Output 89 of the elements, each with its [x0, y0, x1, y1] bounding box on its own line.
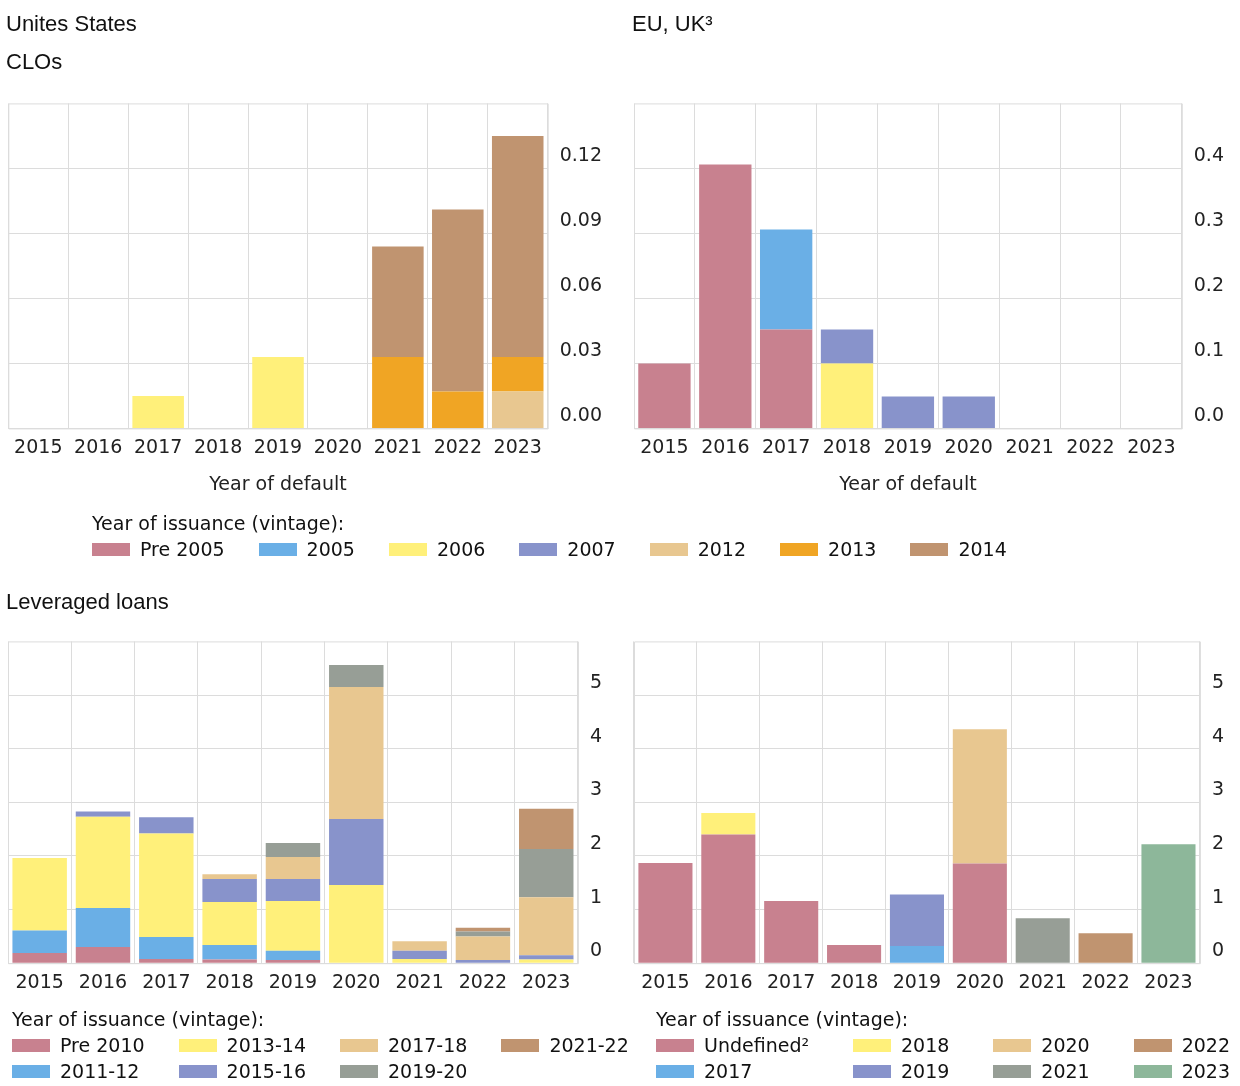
x-tick-label: 2017: [761, 434, 811, 457]
x-tick-label: 2015: [641, 969, 690, 992]
y-tick-label: 0.4: [1193, 143, 1224, 166]
y-tick-label: 0.1: [1193, 338, 1224, 361]
x-tick-label: 2021: [373, 434, 423, 457]
chart-subtitle: CLOs: [6, 48, 64, 76]
x-tick-label: 2022: [1081, 969, 1130, 992]
legend-label: 2020: [1041, 1034, 1090, 1056]
x-tick-label: 2019: [883, 434, 933, 457]
x-tick-label: 2015: [640, 434, 689, 457]
y-tick-label: 0: [1211, 938, 1225, 961]
x-tick-label: 2019: [268, 969, 318, 992]
x-tick-label: 2019: [892, 969, 942, 992]
y-tick-label: 0: [589, 938, 603, 961]
x-tick-label: 2015: [14, 434, 63, 457]
legend-label: 2011-12: [60, 1060, 140, 1082]
chart-title: Unites States: [6, 11, 137, 36]
legend-label: Pre 2005: [140, 538, 225, 560]
y-tick-label: 1: [589, 884, 603, 907]
x-tick-label: 2023: [1127, 434, 1176, 457]
x-tick-label: 2023: [522, 969, 571, 992]
legend-label: Undefined²: [704, 1034, 810, 1056]
x-tick-label: 2015: [15, 969, 64, 992]
legend-title: Year of issuance (vintage):: [92, 511, 346, 536]
x-tick-label: 2016: [704, 969, 753, 992]
y-tick-label: 2: [589, 830, 603, 853]
legend-label: 2018: [901, 1034, 950, 1056]
y-tick-label: 0.06: [559, 273, 603, 296]
y-tick-label: 0.12: [559, 143, 603, 166]
x-axis-title: Year of default: [208, 471, 347, 494]
legend-label: 2013-14: [226, 1034, 306, 1056]
x-tick-label: 2021: [1005, 434, 1054, 457]
legend-label: 2019: [901, 1060, 950, 1082]
y-tick-label: 4: [589, 723, 603, 746]
legend-label: Pre 2010: [60, 1034, 145, 1056]
chart-title: Leveraged loans: [6, 588, 170, 616]
legend-label: 2007: [567, 538, 616, 560]
x-tick-label: 2022: [1066, 434, 1115, 457]
y-tick-label: 3: [589, 777, 603, 800]
y-tick-label: 2: [1211, 830, 1225, 853]
legend-label: 2021-22: [549, 1034, 629, 1056]
y-tick-label: 0.00: [559, 403, 603, 426]
legend-label: 2013: [828, 538, 877, 560]
x-tick-label: 2020: [944, 434, 993, 457]
legend-label: 2012: [697, 538, 747, 560]
x-tick-label: 2018: [193, 434, 243, 457]
x-tick-label: 2019: [253, 434, 303, 457]
legend-label: 2019-20: [388, 1060, 468, 1082]
legend-label: 2017: [704, 1060, 753, 1082]
x-tick-label: 2017: [133, 434, 183, 457]
y-tick-label: 0.09: [559, 208, 603, 231]
x-tick-label: 2017: [767, 969, 816, 992]
x-tick-label: 2018: [822, 434, 872, 457]
y-tick-label: 0.03: [559, 338, 603, 361]
y-tick-label: 0.0: [1193, 403, 1224, 426]
y-tick-label: 0.3: [1193, 208, 1224, 231]
x-tick-label: 2018: [829, 969, 879, 992]
legend-label: 2022: [1181, 1034, 1231, 1056]
x-tick-label: 2022: [433, 434, 482, 457]
legend-label: 2021: [1041, 1060, 1090, 1082]
y-tick-label: 3: [1211, 777, 1225, 800]
chart-title: EU, UK³: [632, 10, 714, 38]
legend-label: 2005: [306, 538, 355, 560]
x-tick-label: 2021: [395, 969, 444, 992]
y-tick-label: 0.2: [1193, 273, 1224, 296]
x-tick-label: 2016: [74, 434, 123, 457]
legend-title: Year of issuance (vintage):: [12, 1007, 266, 1032]
x-tick-label: 2021: [1018, 969, 1067, 992]
legend-label: 2014: [958, 538, 1007, 560]
x-tick-label: 2023: [1144, 969, 1193, 992]
y-tick-label: 4: [1211, 723, 1225, 746]
legend-title: Year of issuance (vintage):: [656, 1007, 910, 1032]
legend-label: 2017-18: [388, 1034, 468, 1056]
y-tick-label: 5: [1211, 669, 1225, 692]
x-tick-label: 2017: [142, 969, 191, 992]
x-tick-label: 2018: [205, 969, 254, 992]
legend-label: 2015-16: [226, 1060, 306, 1082]
x-tick-label: 2016: [701, 434, 750, 457]
x-tick-label: 2022: [458, 969, 508, 992]
y-tick-label: 5: [589, 669, 603, 692]
x-tick-label: 2016: [78, 969, 128, 992]
legend-label: 2023: [1181, 1060, 1231, 1082]
x-tick-label: 2020: [332, 969, 381, 992]
x-tick-label: 2020: [955, 969, 1005, 992]
x-axis-title: Year of default: [838, 471, 977, 494]
legend-label: 2006: [436, 538, 486, 560]
y-tick-label: 1: [1211, 884, 1225, 907]
x-tick-label: 2020: [313, 434, 363, 457]
x-tick-label: 2023: [493, 434, 542, 457]
